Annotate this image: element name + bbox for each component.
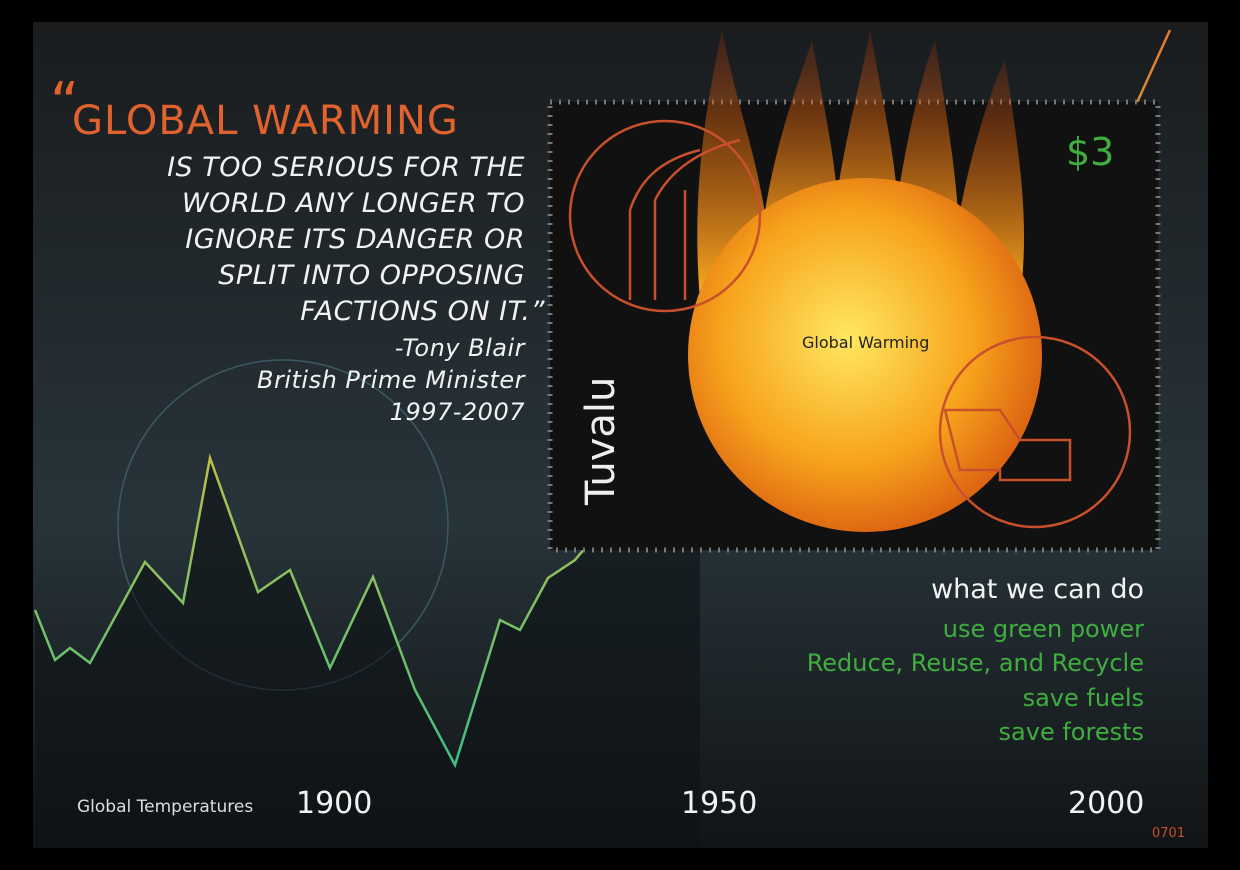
years: 1997-2007: [389, 398, 525, 426]
chart-label: Global Temperatures: [77, 797, 254, 817]
factory-lines: [628, 138, 741, 300]
caption: Global Warming: [802, 333, 930, 352]
attribution: -Tony Blair: [394, 334, 525, 362]
year-label: 1900: [296, 786, 373, 821]
role: British Prime Minister: [256, 366, 525, 394]
earth: [688, 178, 1042, 532]
year-label: 2000: [1068, 786, 1145, 821]
action-item: save fuels: [1022, 684, 1144, 712]
year-label: 1950: [681, 786, 758, 821]
action-item: save forests: [998, 718, 1144, 746]
car-icon: [938, 335, 1132, 529]
action-item: use green power: [942, 615, 1144, 643]
quote-line: IGNORE ITS DANGER OR: [185, 224, 525, 255]
quote-line: WORLD ANY LONGER TO: [181, 188, 525, 219]
chart-fill: [35, 360, 700, 848]
quote-line: FACTIONS ON IT.”: [300, 296, 545, 327]
quote-line: SPLIT INTO OPPOSING: [218, 260, 525, 291]
actions-heading: what we can do: [931, 574, 1144, 605]
open-quote: “: [50, 71, 80, 136]
quote-line: IS TOO SERIOUS FOR THE: [167, 152, 525, 183]
action-item: Reduce, Reuse, and Recycle: [806, 649, 1144, 677]
country: Tuvalu: [578, 376, 624, 505]
denomination: $3: [1066, 130, 1115, 174]
serial: 0701: [1152, 826, 1186, 841]
car-lines: [943, 408, 1072, 482]
factory-icon: [568, 119, 762, 313]
headline: GLOBAL WARMING: [72, 98, 459, 144]
